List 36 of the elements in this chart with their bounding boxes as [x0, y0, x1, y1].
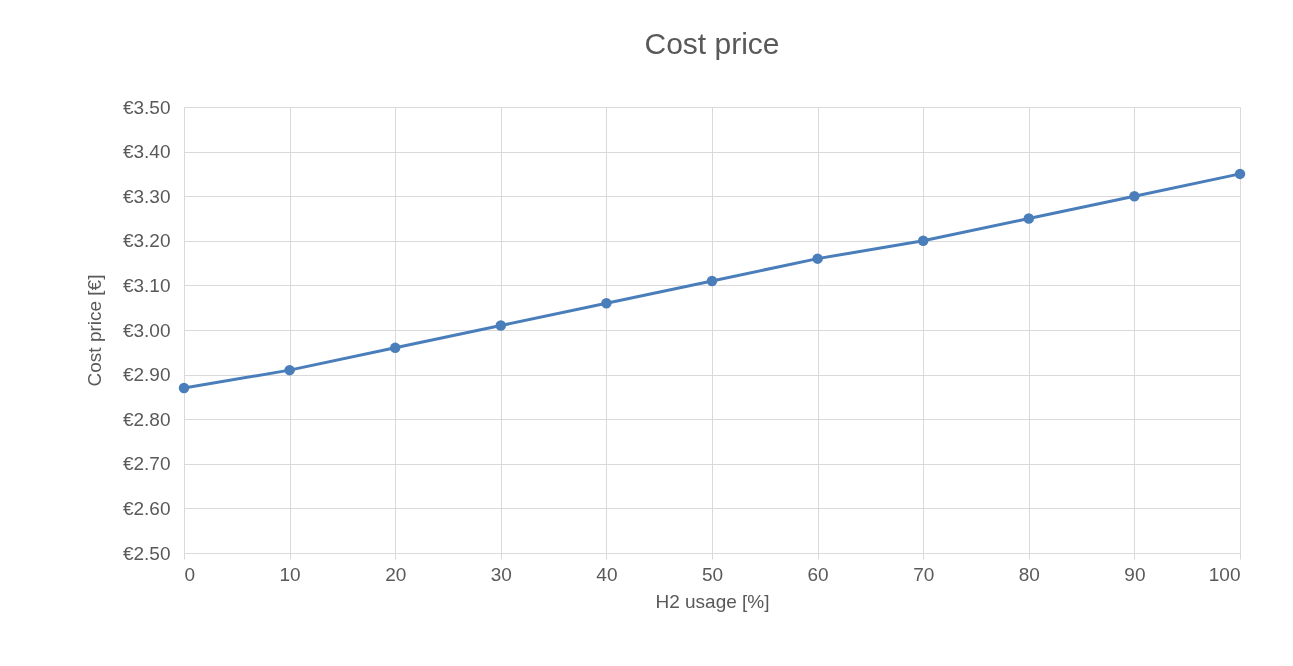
x-tick-label: 30 [490, 563, 512, 585]
y-axis-title: Cost price [€] [83, 274, 105, 387]
y-tick-label: €2.70 [122, 453, 171, 475]
x-tick-label: 10 [279, 563, 301, 585]
x-tick-label: 80 [1018, 563, 1040, 585]
y-tick-label: €3.30 [122, 185, 171, 207]
x-axis-title: H2 usage [%] [655, 590, 770, 612]
point [601, 298, 612, 309]
x-tick-label: 100 [1208, 563, 1241, 585]
x-tick-label: 40 [596, 563, 618, 585]
point [389, 342, 401, 354]
point [178, 382, 190, 394]
x-tick-label: 0 [184, 563, 196, 585]
y-tick-label: €2.90 [122, 364, 171, 386]
chart-title: Cost price [644, 27, 780, 60]
y-tick-label: €3.50 [122, 96, 171, 118]
x-tick-label: 60 [807, 563, 829, 585]
y-tick-label: €3.20 [122, 230, 171, 252]
y-tick-label: €3.10 [122, 274, 171, 296]
y-tick-label: €2.50 [122, 542, 171, 564]
x-tick-label: 90 [1124, 563, 1146, 585]
y-tick-label: €3.00 [122, 319, 171, 341]
x-tick-label: 50 [701, 563, 724, 585]
y-tick-label: €2.80 [122, 408, 171, 430]
point [495, 320, 507, 331]
point [1234, 168, 1246, 180]
point [812, 253, 823, 264]
point [917, 235, 929, 247]
point [284, 364, 295, 376]
y-tick-label: €2.60 [122, 497, 171, 519]
x-tick-label: 20 [385, 563, 407, 585]
x-tick-label: 70 [913, 563, 935, 585]
point [1023, 213, 1035, 224]
point [706, 275, 718, 287]
y-tick-label: €3.40 [122, 141, 171, 163]
point [1129, 190, 1140, 202]
